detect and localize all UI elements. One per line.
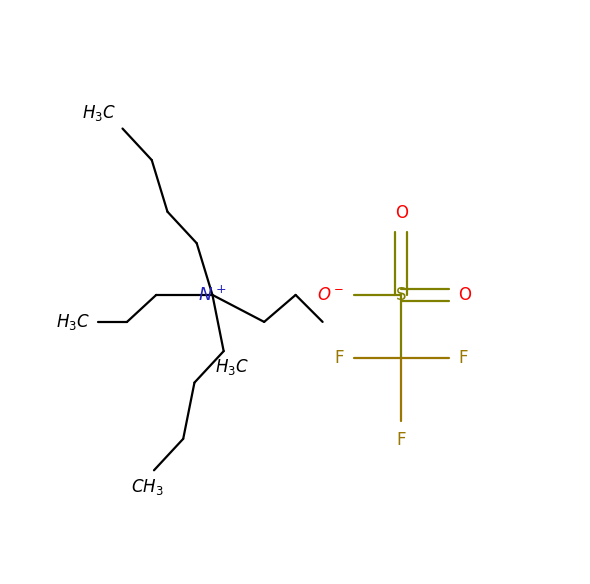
Text: F: F (396, 431, 406, 449)
Text: F: F (458, 349, 468, 367)
Text: $O^-$: $O^-$ (317, 286, 344, 304)
Text: O: O (458, 286, 471, 304)
Text: S: S (396, 286, 407, 304)
Text: $H_3C$: $H_3C$ (56, 312, 90, 332)
Text: $H_3C$: $H_3C$ (82, 103, 116, 123)
Text: O: O (395, 204, 408, 222)
Text: $CH_3$: $CH_3$ (131, 477, 163, 497)
Text: F: F (335, 349, 344, 367)
Text: $H_3C$: $H_3C$ (215, 356, 248, 377)
Text: $N^+$: $N^+$ (198, 285, 227, 305)
